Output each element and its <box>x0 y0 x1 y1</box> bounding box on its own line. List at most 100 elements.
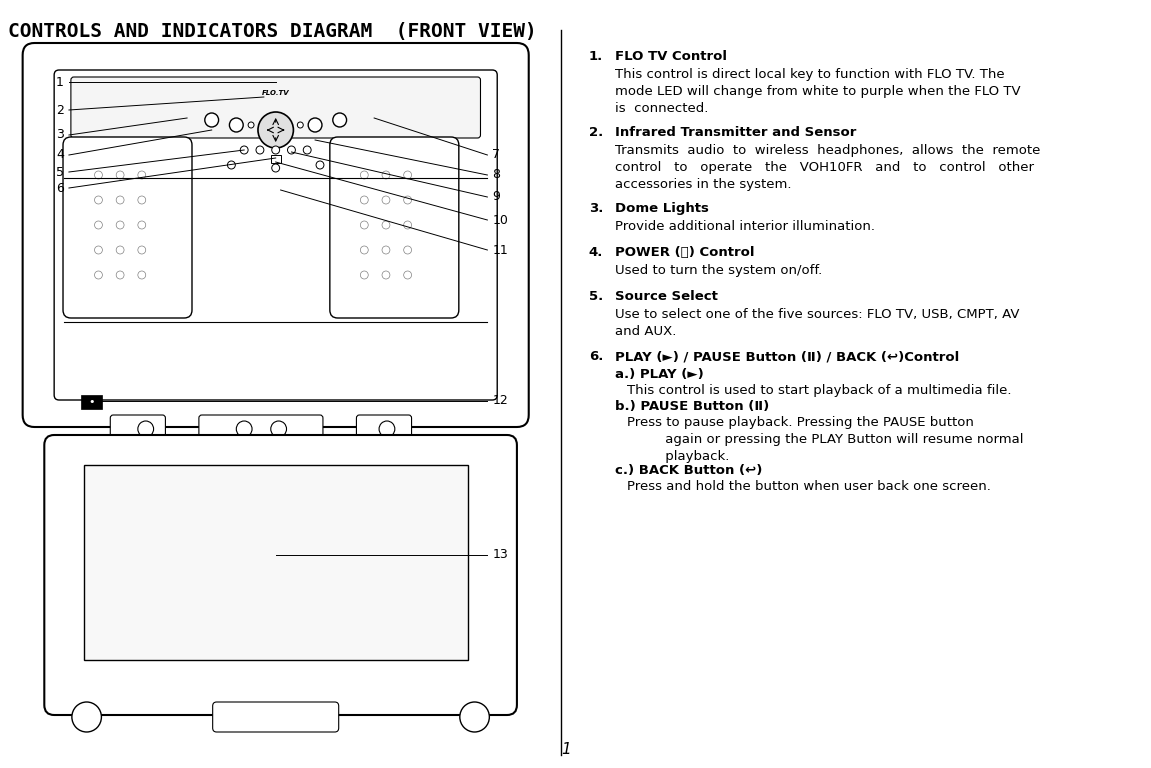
Bar <box>81 395 102 409</box>
Text: This control is direct local key to function with FLO TV. The
mode LED will chan: This control is direct local key to func… <box>616 68 1021 115</box>
Circle shape <box>382 171 390 179</box>
Circle shape <box>116 271 124 279</box>
Text: Source Select: Source Select <box>616 290 718 303</box>
Circle shape <box>241 146 249 154</box>
Text: 10: 10 <box>493 214 509 227</box>
Circle shape <box>249 122 254 128</box>
Circle shape <box>360 171 368 179</box>
Circle shape <box>382 246 390 254</box>
Text: Infrared Transmitter and Sensor: Infrared Transmitter and Sensor <box>616 126 856 139</box>
Text: 5.: 5. <box>589 290 603 303</box>
Text: Used to turn the system on/off.: Used to turn the system on/off. <box>616 264 823 277</box>
Circle shape <box>404 221 412 229</box>
Text: 4.: 4. <box>589 246 603 259</box>
Circle shape <box>272 164 280 172</box>
Circle shape <box>360 221 368 229</box>
FancyBboxPatch shape <box>213 702 338 732</box>
FancyBboxPatch shape <box>63 137 192 318</box>
Circle shape <box>297 122 303 128</box>
FancyBboxPatch shape <box>44 435 517 715</box>
Text: This control is used to start playback of a multimedia file.: This control is used to start playback o… <box>627 384 1012 397</box>
Text: 5: 5 <box>56 165 64 178</box>
FancyBboxPatch shape <box>357 415 412 443</box>
Circle shape <box>360 246 368 254</box>
Text: FLO.TV: FLO.TV <box>262 90 290 96</box>
Circle shape <box>258 112 294 148</box>
Text: 11: 11 <box>493 243 508 257</box>
Circle shape <box>138 421 153 437</box>
Text: Transmits  audio  to  wireless  headphones,  allows  the  remote
control   to   : Transmits audio to wireless headphones, … <box>616 144 1041 191</box>
Bar <box>270 155 281 163</box>
Text: CONTROLS AND INDICATORS DIAGRAM  (FRONT VIEW): CONTROLS AND INDICATORS DIAGRAM (FRONT V… <box>8 22 536 41</box>
Circle shape <box>270 421 287 437</box>
Text: Press to pause playback. Pressing the PAUSE button
         again or pressing th: Press to pause playback. Pressing the PA… <box>627 416 1023 463</box>
Circle shape <box>379 421 395 437</box>
Text: 6.: 6. <box>589 350 603 363</box>
Circle shape <box>256 146 264 154</box>
Circle shape <box>382 271 390 279</box>
Circle shape <box>116 246 124 254</box>
Text: 1.: 1. <box>589 50 603 63</box>
Text: 2: 2 <box>56 104 64 117</box>
Circle shape <box>272 146 280 154</box>
Circle shape <box>138 271 146 279</box>
Bar <box>84 465 467 660</box>
Circle shape <box>205 113 219 127</box>
Circle shape <box>333 113 346 127</box>
Text: 4: 4 <box>56 148 64 161</box>
Text: PLAY (►) / PAUSE Button (Ⅱ) / BACK (↩)Control: PLAY (►) / PAUSE Button (Ⅱ) / BACK (↩)Co… <box>616 350 960 363</box>
Circle shape <box>71 702 101 732</box>
Circle shape <box>94 171 102 179</box>
Circle shape <box>404 246 412 254</box>
Circle shape <box>360 271 368 279</box>
Circle shape <box>236 421 252 437</box>
Text: 2.: 2. <box>589 126 603 139</box>
Circle shape <box>459 702 489 732</box>
Text: 6: 6 <box>56 181 64 194</box>
Text: Provide additional interior illumination.: Provide additional interior illumination… <box>616 220 876 233</box>
Text: 1: 1 <box>562 743 571 757</box>
FancyBboxPatch shape <box>23 43 528 427</box>
Text: POWER (⏻) Control: POWER (⏻) Control <box>616 246 755 259</box>
Circle shape <box>404 196 412 204</box>
Circle shape <box>229 118 243 132</box>
Circle shape <box>303 146 311 154</box>
Circle shape <box>404 271 412 279</box>
Text: FLO TV Control: FLO TV Control <box>616 50 727 63</box>
Circle shape <box>138 221 146 229</box>
Circle shape <box>94 246 102 254</box>
Text: 9: 9 <box>493 190 501 204</box>
Text: b.) PAUSE Button (Ⅱ): b.) PAUSE Button (Ⅱ) <box>616 400 770 413</box>
Circle shape <box>138 196 146 204</box>
Circle shape <box>138 246 146 254</box>
Circle shape <box>116 171 124 179</box>
FancyBboxPatch shape <box>110 415 166 443</box>
Circle shape <box>288 146 296 154</box>
Circle shape <box>94 196 102 204</box>
FancyBboxPatch shape <box>330 137 459 318</box>
Circle shape <box>116 196 124 204</box>
Circle shape <box>360 196 368 204</box>
Circle shape <box>404 171 412 179</box>
FancyBboxPatch shape <box>71 77 480 138</box>
FancyBboxPatch shape <box>199 415 323 443</box>
Circle shape <box>116 221 124 229</box>
Circle shape <box>94 221 102 229</box>
Text: 8: 8 <box>493 168 501 181</box>
Text: •: • <box>89 397 94 407</box>
Text: 3.: 3. <box>589 202 603 215</box>
FancyBboxPatch shape <box>54 70 497 400</box>
Text: a.) PLAY (►): a.) PLAY (►) <box>616 368 704 381</box>
Text: c.) BACK Button (↩): c.) BACK Button (↩) <box>616 464 763 477</box>
Text: 3: 3 <box>56 128 64 141</box>
Circle shape <box>94 271 102 279</box>
Circle shape <box>382 196 390 204</box>
Circle shape <box>382 221 390 229</box>
Text: 12: 12 <box>493 395 508 408</box>
Circle shape <box>228 161 235 169</box>
Circle shape <box>317 161 323 169</box>
Text: 7: 7 <box>493 148 501 161</box>
Text: Use to select one of the five sources: FLO TV, USB, CMPT, AV
and AUX.: Use to select one of the five sources: F… <box>616 308 1020 338</box>
Text: 13: 13 <box>493 548 508 561</box>
Text: Dome Lights: Dome Lights <box>616 202 709 215</box>
